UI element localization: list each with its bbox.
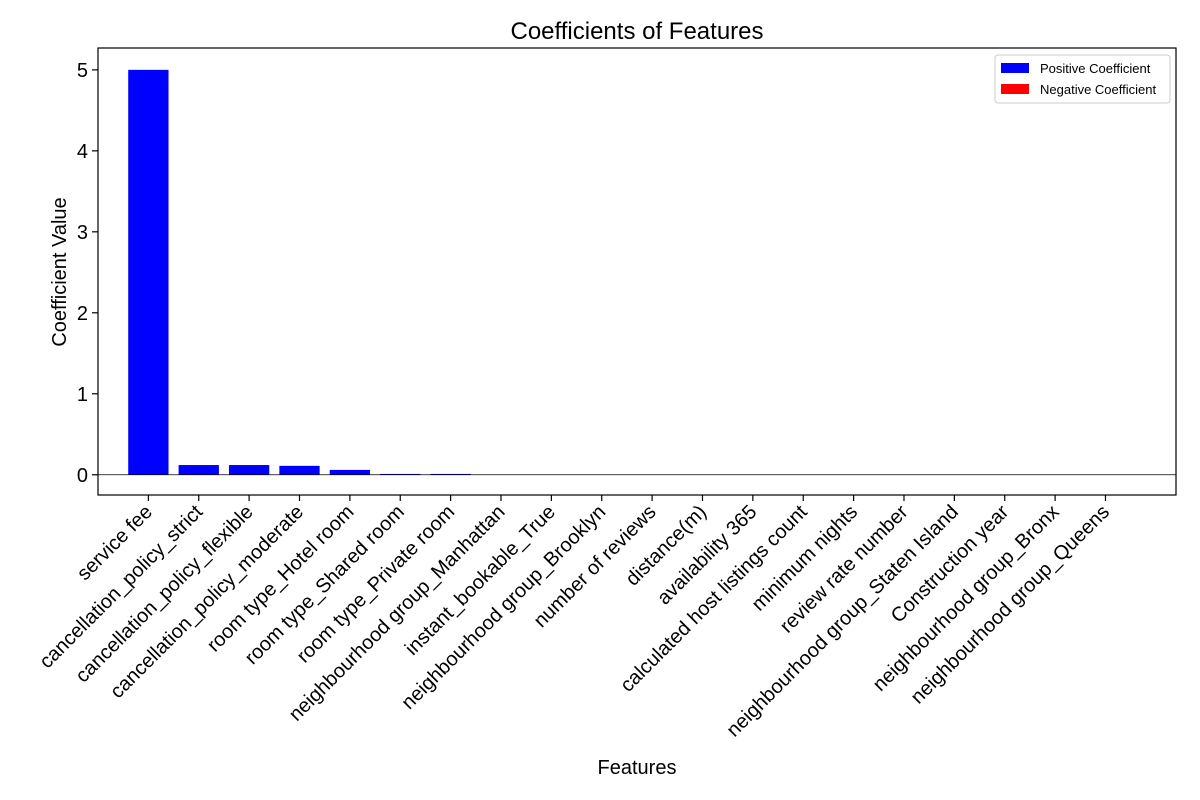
plot-frame bbox=[97, 47, 1177, 496]
legend-box bbox=[994, 54, 1171, 104]
legend-label: Positive Coefficient bbox=[1040, 61, 1151, 76]
bar bbox=[178, 465, 219, 475]
legend-swatch bbox=[1001, 84, 1029, 94]
legend: Positive Coefficient Negative Coefficient bbox=[994, 54, 1171, 104]
y-tick-label: 3 bbox=[77, 222, 88, 244]
x-axis-label: Features bbox=[598, 757, 677, 779]
bar bbox=[128, 69, 169, 475]
y-tick-label: 5 bbox=[77, 60, 88, 82]
bar bbox=[380, 473, 421, 475]
y-tick-label: 4 bbox=[77, 141, 88, 163]
bar bbox=[430, 473, 471, 475]
bar bbox=[279, 465, 320, 475]
chart-title: Coefficients of Features bbox=[510, 18, 763, 45]
legend-label: Negative Coefficient bbox=[1040, 82, 1156, 97]
y-tick-label: 1 bbox=[77, 384, 88, 406]
bar bbox=[329, 469, 371, 475]
bar bbox=[228, 465, 270, 475]
y-tick-label: 0 bbox=[77, 465, 88, 487]
legend-swatch bbox=[1001, 63, 1029, 73]
y-axis-label: Coefficient Value bbox=[49, 197, 71, 346]
y-tick-label: 2 bbox=[77, 303, 88, 325]
